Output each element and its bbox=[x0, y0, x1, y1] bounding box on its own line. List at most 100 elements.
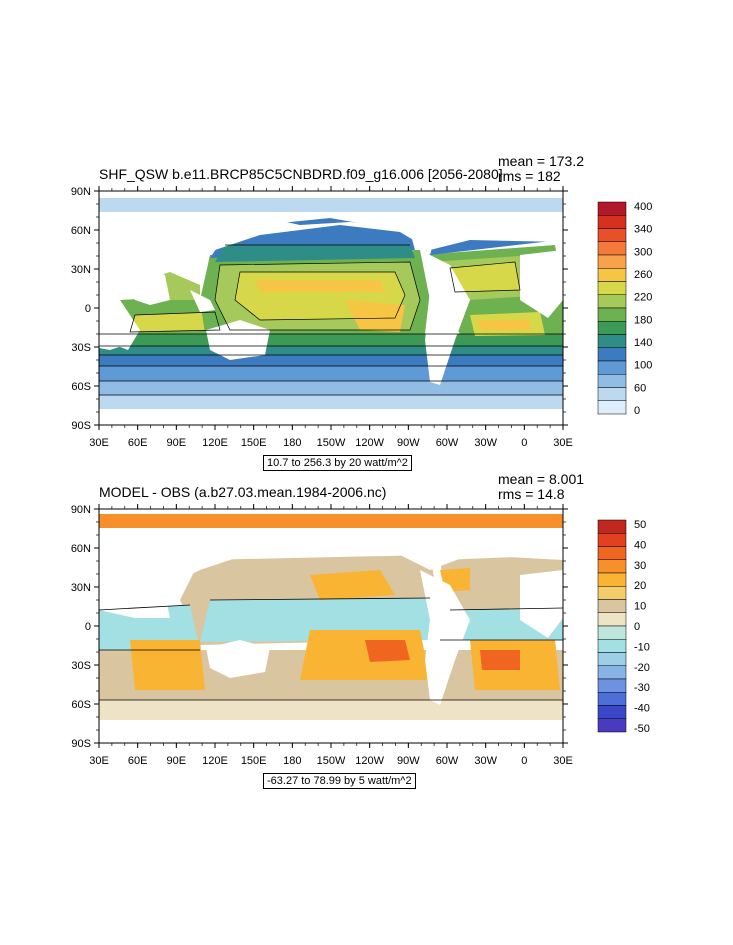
colorbar-swatch bbox=[597, 519, 627, 534]
lon-label: 150E bbox=[241, 437, 267, 449]
colorbar-label: 300 bbox=[634, 246, 652, 258]
lon-label: 120E bbox=[202, 755, 228, 767]
lon-label: 60E bbox=[128, 437, 148, 449]
arctic-ocean bbox=[99, 198, 563, 212]
colorbar-swatch bbox=[597, 652, 627, 666]
colorbar-swatch bbox=[597, 678, 627, 693]
colorbar-label: 20 bbox=[634, 580, 646, 592]
colorbar-label: 400 bbox=[634, 201, 652, 213]
colorbar-label: 180 bbox=[634, 314, 652, 326]
lon-label: 150W bbox=[317, 437, 346, 449]
lon-label: 30E bbox=[553, 437, 573, 449]
lat-label: 30S bbox=[71, 342, 91, 354]
lat-label: 90N bbox=[71, 186, 91, 198]
colorbar-swatch bbox=[597, 201, 627, 216]
northern-land bbox=[99, 212, 563, 270]
lon-label: 150W bbox=[317, 755, 346, 767]
lat-label: 30S bbox=[71, 660, 91, 672]
colorbar-swatch bbox=[597, 347, 627, 362]
lat-label: 60N bbox=[71, 225, 91, 237]
lon-label: 150E bbox=[241, 755, 267, 767]
colorbar-swatch bbox=[597, 533, 627, 547]
lon-label: 90W bbox=[397, 437, 420, 449]
lon-label: 60E bbox=[128, 755, 148, 767]
colorbar-swatch bbox=[597, 639, 627, 653]
colorbar-swatch bbox=[597, 307, 627, 322]
arctic-bias bbox=[99, 514, 563, 528]
panel2-rms: rms = 14.8 bbox=[498, 486, 565, 502]
colorbar-label: -40 bbox=[634, 703, 650, 715]
panel2-axes: 90N 60N 30N 0 30S 60S 90S 30E 60E 90E 120E 150E 180 1… bbox=[71, 504, 573, 767]
africa bbox=[520, 250, 563, 318]
colorbar-swatch bbox=[597, 612, 627, 627]
lon-label: 0 bbox=[521, 437, 527, 449]
colorbar-swatch bbox=[597, 281, 627, 295]
colorbar-swatch bbox=[597, 546, 627, 560]
colorbar-swatch bbox=[597, 705, 627, 719]
colorbar-swatch bbox=[597, 374, 627, 388]
colorbar-label: 30 bbox=[634, 560, 646, 572]
panel1-mean: mean = 173.2 bbox=[498, 153, 585, 169]
colorbar-label: 10 bbox=[634, 601, 646, 613]
lon-label: 180 bbox=[283, 755, 301, 767]
lon-label: 30W bbox=[474, 755, 497, 767]
panel2-map bbox=[99, 509, 563, 743]
lon-label: 30E bbox=[553, 755, 573, 767]
panel1-rms: rms = 182 bbox=[498, 168, 561, 184]
panel1-title: SHF_QSW b.e11.BRCP85C5CNBDRD.f09_g16.006… bbox=[99, 166, 503, 182]
colorbar-label: 60 bbox=[634, 382, 646, 394]
colorbar-label: 0 bbox=[634, 621, 640, 633]
lat-label: 0 bbox=[85, 621, 91, 633]
lon-label: 30W bbox=[474, 437, 497, 449]
americas bbox=[420, 570, 470, 705]
panel1-range-label: 10.7 to 256.3 by 20 watt/m^2 bbox=[263, 455, 412, 471]
colorbar-label: 220 bbox=[634, 292, 652, 304]
panel1-map bbox=[99, 191, 563, 425]
antarctica bbox=[99, 720, 563, 743]
lon-label: 90E bbox=[167, 755, 187, 767]
lat-label: 0 bbox=[85, 303, 91, 315]
colorbar-label: 260 bbox=[634, 269, 652, 281]
colorbar-swatch bbox=[597, 387, 627, 401]
lon-label: 120W bbox=[355, 437, 384, 449]
colorbar-label: 100 bbox=[634, 360, 652, 372]
colorbar-swatch bbox=[597, 268, 627, 282]
colorbar-label: -50 bbox=[634, 723, 650, 735]
colorbar-swatch bbox=[597, 294, 627, 309]
colorbar-swatch bbox=[597, 559, 627, 574]
colorbar-swatch bbox=[597, 360, 627, 375]
panel2-title: MODEL - OBS (a.b27.03.mean.1984-2006.nc) bbox=[99, 484, 387, 500]
panel2-colorbar: 50 40 30 20 10 0 -10 -20 -30 -40 -50 bbox=[597, 519, 650, 735]
colorbar-swatch bbox=[597, 254, 627, 269]
colorbar-swatch bbox=[597, 334, 627, 348]
lon-label: 120W bbox=[355, 755, 384, 767]
colorbar-swatch bbox=[597, 718, 627, 733]
panel2-mean: mean = 8.001 bbox=[498, 471, 585, 487]
colorbar-swatch bbox=[597, 625, 627, 640]
lat-label: 60N bbox=[71, 543, 91, 555]
australia bbox=[206, 640, 270, 678]
lon-label: 60W bbox=[436, 437, 459, 449]
colorbar-label: -10 bbox=[634, 641, 650, 653]
colorbar-swatch bbox=[597, 400, 627, 415]
lat-label: 90S bbox=[71, 420, 91, 432]
colorbar-label: 340 bbox=[634, 224, 652, 236]
colorbar-swatch bbox=[597, 241, 627, 256]
colorbar-swatch bbox=[597, 599, 627, 613]
colorbar-swatch bbox=[597, 228, 627, 242]
colorbar-label: -30 bbox=[634, 682, 650, 694]
colorbar-swatch bbox=[597, 692, 627, 706]
panel1-colorbar: 400 340 300 260 220 180 140 100 60 0 bbox=[597, 201, 652, 417]
americas bbox=[420, 250, 470, 385]
colorbar-swatch bbox=[597, 665, 627, 680]
lon-label: 90E bbox=[167, 437, 187, 449]
lon-label: 0 bbox=[521, 755, 527, 767]
colorbar-label: -20 bbox=[634, 662, 650, 674]
colorbar-label: 140 bbox=[634, 337, 652, 349]
africa bbox=[520, 570, 563, 638]
lon-label: 30E bbox=[89, 755, 109, 767]
colorbar-label: 0 bbox=[634, 405, 640, 417]
lon-label: 60W bbox=[436, 755, 459, 767]
colorbar-swatch bbox=[597, 572, 627, 587]
